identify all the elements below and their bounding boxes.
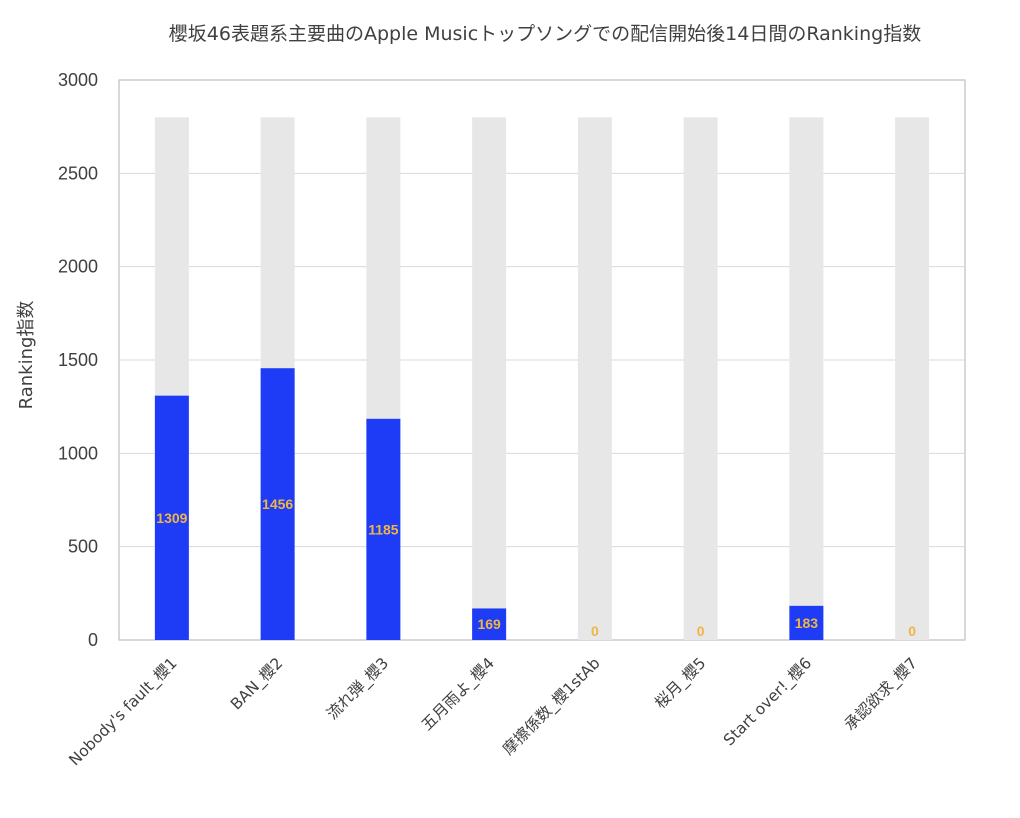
- background-bar: [789, 117, 824, 641]
- y-axis-label: Ranking指数: [16, 301, 37, 410]
- value-bar: [472, 608, 507, 640]
- x-tick-label: BAN_櫻2: [227, 654, 287, 714]
- data-label: 1309: [156, 510, 187, 526]
- data-label: 0: [591, 623, 599, 639]
- y-tick-label: 1000: [58, 443, 98, 463]
- data-label: 183: [795, 615, 819, 631]
- value-bar: [366, 418, 401, 640]
- value-bar: [260, 368, 295, 640]
- y-tick-label: 2500: [58, 163, 98, 183]
- y-tick-label: 3000: [58, 70, 98, 90]
- value-bar: [154, 395, 189, 640]
- chart-title: 櫻坂46表題系主要曲のApple Musicトップソングでの配信開始後14日間の…: [169, 23, 921, 45]
- x-tick-label: Start over!_櫻6: [720, 654, 816, 750]
- data-label: 1185: [368, 521, 399, 537]
- y-tick-label: 2000: [58, 257, 98, 277]
- y-tick-label: 500: [68, 537, 98, 557]
- data-label: 1456: [262, 496, 293, 512]
- data-label: 0: [697, 623, 705, 639]
- x-tick-label: Nobody's fault_櫻1: [65, 654, 181, 770]
- x-tick-label: 承認欲求_櫻7: [841, 654, 922, 735]
- background-bar: [472, 117, 507, 641]
- data-labels: 1309 1456 1185 169 0 0 183 0: [156, 496, 916, 639]
- x-tick-label: 桜月_櫻5: [651, 654, 710, 713]
- x-axis-labels: Nobody's fault_櫻1 BAN_櫻2 流れ弾_櫻3 五月雨よ_櫻4 摩擦係数…: [65, 654, 921, 770]
- y-tick-label: 0: [88, 630, 98, 650]
- gridlines: [119, 172, 965, 548]
- y-axis-ticks: 0 500 1000 1500 2000 2500 3000: [58, 70, 98, 650]
- value-bar: [789, 605, 824, 640]
- background-bar: [683, 117, 718, 641]
- y-tick-label: 1500: [58, 350, 98, 370]
- x-tick-label: 流れ弾_櫻3: [323, 654, 393, 724]
- data-label: 0: [908, 623, 916, 639]
- x-tick-label: 五月雨よ_櫻4: [418, 654, 499, 735]
- background-bar: [577, 117, 612, 641]
- data-label: 169: [477, 616, 501, 632]
- x-tick-label: 摩擦係数_櫻1stAb: [499, 654, 604, 759]
- value-bars: [154, 368, 824, 640]
- background-bar: [895, 117, 930, 641]
